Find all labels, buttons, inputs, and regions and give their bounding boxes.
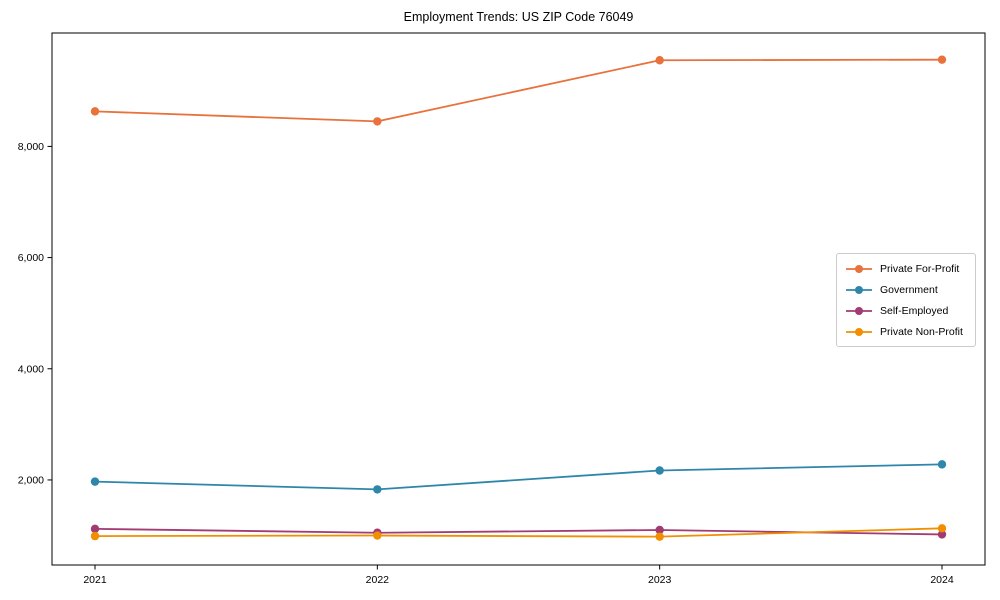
legend-marker-icon: [846, 285, 872, 294]
data-point: [90, 107, 100, 116]
legend-marker-icon: [846, 327, 872, 336]
data-point: [90, 524, 100, 534]
legend-label: Government: [880, 283, 938, 296]
series-line: [94, 58, 943, 123]
plot-box: [51, 32, 986, 566]
legend-item: Self-Employed: [845, 302, 967, 319]
y-tick-label: 6,000: [18, 252, 44, 264]
y-tick-label: 8,000: [18, 141, 44, 153]
legend-item: Private Non-Profit: [845, 323, 967, 340]
x-tick-label: 2024: [930, 574, 954, 586]
y-tick-label: 2,000: [18, 474, 44, 486]
y-tick-label: 4,000: [18, 363, 44, 375]
legend-item: Government: [845, 281, 967, 298]
data-point: [937, 530, 947, 539]
data-point: [655, 525, 664, 535]
x-tick-label: 2021: [83, 574, 107, 586]
data-point: [937, 460, 947, 469]
data-point: [655, 56, 664, 65]
data-point: [373, 117, 382, 126]
data-point: [937, 524, 947, 533]
data-point: [655, 466, 664, 475]
data-point: [373, 485, 382, 494]
series-line: [94, 463, 943, 491]
data-point: [655, 532, 664, 541]
legend: Private For-Profit Government Self-Employe…: [836, 253, 976, 347]
x-tick-label: 2023: [648, 574, 672, 586]
chart-title: Employment Trends: US ZIP Code 76049: [403, 10, 634, 24]
data-point: [937, 55, 947, 64]
legend-label: Private For-Profit: [880, 262, 960, 275]
series-line: [94, 527, 943, 538]
legend-item: Private For-Profit: [845, 260, 967, 277]
data-point: [373, 531, 382, 540]
data-point: [90, 477, 100, 486]
legend-marker-icon: [846, 264, 872, 273]
data-point: [90, 531, 100, 541]
legend-label: Self-Employed: [880, 304, 949, 317]
x-tick-label: 2022: [366, 574, 390, 586]
legend-marker-icon: [846, 306, 872, 315]
legend-label: Private Non-Profit: [880, 325, 963, 338]
